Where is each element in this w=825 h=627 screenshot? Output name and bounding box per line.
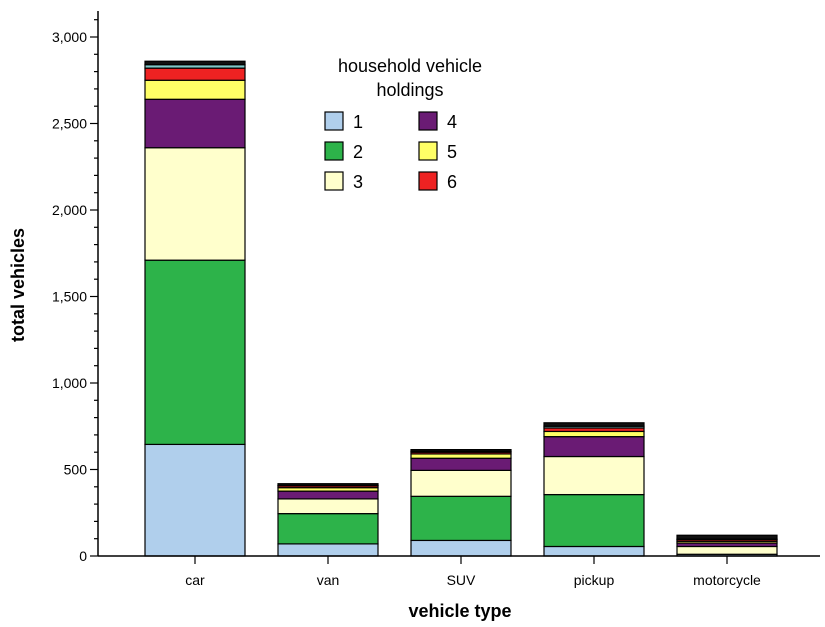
- y-tick-label: 1,000: [52, 375, 87, 391]
- y-tick-label: 500: [64, 462, 88, 478]
- legend-swatch: [418, 111, 438, 131]
- bar-segment: [277, 543, 379, 557]
- legend-label: 5: [447, 142, 457, 162]
- x-axis-title: vehicle type: [408, 601, 511, 621]
- legend-label: 6: [447, 172, 457, 192]
- legend-label: 4: [447, 112, 457, 132]
- y-tick-label: 2,500: [52, 116, 87, 132]
- bar-segment: [410, 539, 512, 557]
- x-tick-label: car: [185, 572, 205, 588]
- bar-segment: [410, 469, 512, 497]
- bar-segment: [144, 67, 246, 81]
- legend-swatch: [418, 171, 438, 191]
- bar-segment: [144, 259, 246, 446]
- bar-segment: [410, 453, 512, 459]
- legend-swatch: [324, 111, 344, 131]
- y-tick-label: 1,500: [52, 289, 87, 305]
- y-tick-label: 3,000: [52, 29, 87, 45]
- bar-segment: [543, 545, 645, 557]
- bar-segment: [144, 79, 246, 100]
- x-tick-label: motorcycle: [693, 572, 761, 588]
- bar-segment: [410, 495, 512, 542]
- legend-swatch: [324, 141, 344, 161]
- legend-title-line2: holdings: [376, 80, 443, 100]
- bar-segment: [543, 422, 645, 427]
- bar-segment: [676, 534, 778, 540]
- bar-segment: [144, 443, 246, 557]
- bar-segment: [543, 493, 645, 548]
- bar-segment: [676, 545, 778, 555]
- legend-label: 3: [353, 172, 363, 192]
- legend-swatch: [324, 171, 344, 191]
- bar-segment: [543, 455, 645, 496]
- bar-segment: [144, 98, 246, 149]
- legend-title-line1: household vehicle: [338, 56, 482, 76]
- bar-segment: [277, 490, 379, 500]
- x-tick-label: van: [317, 572, 340, 588]
- y-tick-label: 2,000: [52, 202, 87, 218]
- legend-swatch: [418, 141, 438, 161]
- y-axis-title: total vehicles: [8, 228, 28, 342]
- bar-segment: [543, 430, 645, 438]
- bar-segment: [410, 449, 512, 452]
- bar-segment: [144, 147, 246, 261]
- legend: household vehicle holdings 1 2 3 4 5 6: [324, 56, 482, 192]
- x-tick-label: pickup: [574, 572, 615, 588]
- bar-segment: [277, 498, 379, 515]
- axes-group: 0 500 1,000 1,500 2,000 2,500 3,000 car van SUV pi…: [52, 11, 820, 588]
- bar-segment: [144, 60, 246, 66]
- bars-group: [144, 60, 778, 557]
- bar-segment: [410, 457, 512, 471]
- legend-label: 1: [353, 112, 363, 132]
- legend-label: 2: [353, 142, 363, 162]
- x-tick-label: SUV: [447, 572, 476, 588]
- y-tick-label: 0: [79, 548, 87, 564]
- bar-segment: [277, 513, 379, 545]
- bar-segment: [277, 483, 379, 487]
- bar-segment: [543, 436, 645, 458]
